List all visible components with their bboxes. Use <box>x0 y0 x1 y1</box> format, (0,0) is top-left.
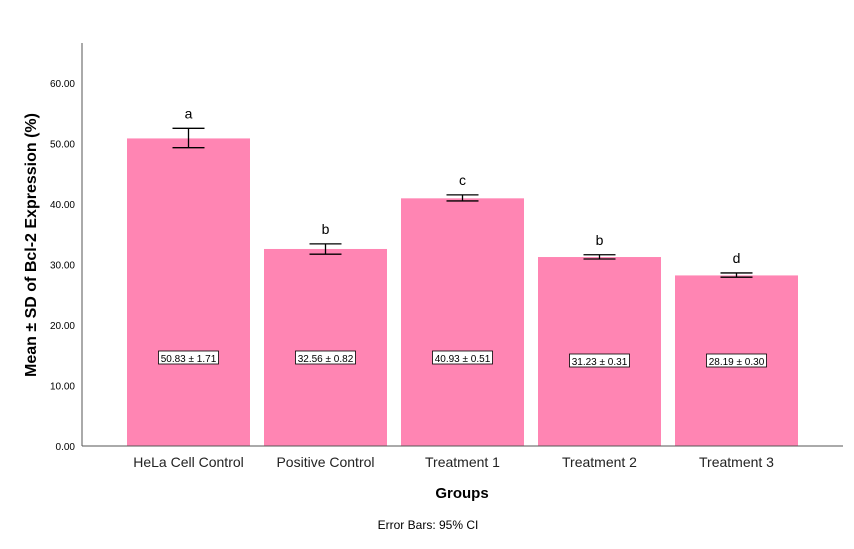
bar <box>401 198 524 446</box>
x-tick-label: HeLa Cell Control <box>133 454 244 470</box>
error-bar <box>309 243 342 255</box>
y-tick-label: 60.00 <box>50 79 75 90</box>
data-label-box <box>295 350 356 365</box>
data-label-box <box>158 350 219 365</box>
bar <box>127 138 250 446</box>
y-axis-label: Mean ± SD of Bcl-2 Expression (%) <box>23 113 40 377</box>
data-label-box <box>432 350 493 365</box>
x-axis-label: Groups <box>435 485 488 502</box>
data-label: 31.23 ± 0.31 <box>572 357 628 368</box>
y-tick-label: 0.00 <box>56 442 76 453</box>
error-bars-footnote: Error Bars: 95% CI <box>378 518 479 532</box>
significance-letter: b <box>322 221 330 237</box>
error-bar <box>446 194 479 202</box>
y-tick-label: 20.00 <box>50 321 75 332</box>
bar <box>538 257 661 446</box>
data-label-box <box>706 353 767 368</box>
y-tick-label: 40.00 <box>50 200 75 211</box>
y-tick-label: 10.00 <box>50 381 75 392</box>
data-label: 40.93 ± 0.51 <box>435 354 491 365</box>
significance-letter: d <box>733 250 741 266</box>
x-tick-label: Positive Control <box>276 454 374 470</box>
bar <box>264 248 387 446</box>
significance-letter: b <box>596 232 604 248</box>
x-tick-label: Treatment 2 <box>562 454 637 470</box>
x-tick-label: Treatment 3 <box>699 454 774 470</box>
data-label: 32.56 ± 0.82 <box>298 354 354 365</box>
data-label-box <box>569 353 630 368</box>
error-bar <box>720 272 753 278</box>
error-bar <box>583 254 616 260</box>
data-label: 50.83 ± 1.71 <box>161 354 217 365</box>
significance-letter: a <box>185 105 193 121</box>
error-bar <box>172 127 205 149</box>
significance-letter: c <box>459 172 466 188</box>
x-tick-label: Treatment 1 <box>425 454 500 470</box>
y-tick-label: 30.00 <box>50 260 75 271</box>
y-tick-label: 50.00 <box>50 139 75 150</box>
data-label: 28.19 ± 0.30 <box>709 357 765 368</box>
